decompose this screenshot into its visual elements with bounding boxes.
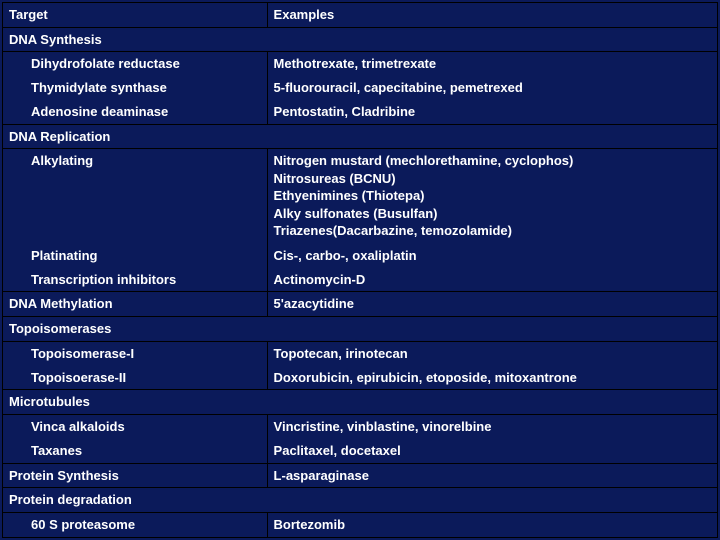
sub-row: Dihydrofolate reductase Methotrexate, tr… bbox=[3, 52, 718, 76]
section-title: Protein Synthesis bbox=[3, 463, 268, 488]
target-cell: Taxanes bbox=[3, 439, 268, 463]
sub-row: Thymidylate synthase 5-fluorouracil, cap… bbox=[3, 76, 718, 100]
example-cell: Doxorubicin, epirubicin, etoposide, mito… bbox=[267, 366, 717, 390]
example-cell: Nitrogen mustard (mechlorethamine, cyclo… bbox=[267, 149, 717, 244]
header-target: Target bbox=[3, 3, 268, 28]
section-title: Topoisomerases bbox=[3, 317, 718, 342]
example-cell: 5'azacytidine bbox=[267, 292, 717, 317]
section-row: Protein degradation bbox=[3, 488, 718, 513]
section-title: Microtubules bbox=[3, 390, 718, 415]
sub-row: Taxanes Paclitaxel, docetaxel bbox=[3, 439, 718, 463]
example-cell: Paclitaxel, docetaxel bbox=[267, 439, 717, 463]
target-cell: Thymidylate synthase bbox=[3, 76, 268, 100]
section-row: Protein Synthesis L-asparaginase bbox=[3, 463, 718, 488]
section-row: Topoisomerases bbox=[3, 317, 718, 342]
drug-targets-table: Target Examples DNA Synthesis Dihydrofol… bbox=[2, 2, 718, 538]
section-row: DNA Synthesis bbox=[3, 27, 718, 52]
table-header-row: Target Examples bbox=[3, 3, 718, 28]
example-cell: Cis-, carbo-, oxaliplatin bbox=[267, 244, 717, 268]
target-cell: Topoisoerase-II bbox=[3, 366, 268, 390]
target-cell: Platinating bbox=[3, 244, 268, 268]
sub-row: 60 S proteasome Bortezomib bbox=[3, 513, 718, 538]
example-cell: 5-fluorouracil, capecitabine, pemetrexed bbox=[267, 76, 717, 100]
section-row: DNA Replication bbox=[3, 124, 718, 149]
example-cell: Topotecan, irinotecan bbox=[267, 341, 717, 365]
sub-row: Adenosine deaminase Pentostatin, Cladrib… bbox=[3, 100, 718, 124]
header-examples: Examples bbox=[267, 3, 717, 28]
section-row: Microtubules bbox=[3, 390, 718, 415]
target-cell: Topoisomerase-I bbox=[3, 341, 268, 365]
example-cell: L-asparaginase bbox=[267, 463, 717, 488]
sub-row: Topoisoerase-II Doxorubicin, epirubicin,… bbox=[3, 366, 718, 390]
section-title: DNA Synthesis bbox=[3, 27, 718, 52]
target-cell: Adenosine deaminase bbox=[3, 100, 268, 124]
sub-row: Topoisomerase-I Topotecan, irinotecan bbox=[3, 341, 718, 365]
section-title: DNA Methylation bbox=[3, 292, 268, 317]
example-cell: Bortezomib bbox=[267, 513, 717, 538]
example-cell: Vincristine, vinblastine, vinorelbine bbox=[267, 415, 717, 439]
sub-row: Vinca alkaloids Vincristine, vinblastine… bbox=[3, 415, 718, 439]
target-cell: Dihydrofolate reductase bbox=[3, 52, 268, 76]
sub-row: Transcription inhibitors Actinomycin-D bbox=[3, 268, 718, 292]
example-cell: Actinomycin-D bbox=[267, 268, 717, 292]
target-cell: Vinca alkaloids bbox=[3, 415, 268, 439]
section-title: Protein degradation bbox=[3, 488, 718, 513]
example-cell: Pentostatin, Cladribine bbox=[267, 100, 717, 124]
target-cell: Alkylating bbox=[3, 149, 268, 244]
example-cell: Methotrexate, trimetrexate bbox=[267, 52, 717, 76]
sub-row: Platinating Cis-, carbo-, oxaliplatin bbox=[3, 244, 718, 268]
sub-row: Alkylating Nitrogen mustard (mechloretha… bbox=[3, 149, 718, 244]
section-title: DNA Replication bbox=[3, 124, 718, 149]
section-row: DNA Methylation 5'azacytidine bbox=[3, 292, 718, 317]
target-cell: 60 S proteasome bbox=[3, 513, 268, 538]
target-cell: Transcription inhibitors bbox=[3, 268, 268, 292]
